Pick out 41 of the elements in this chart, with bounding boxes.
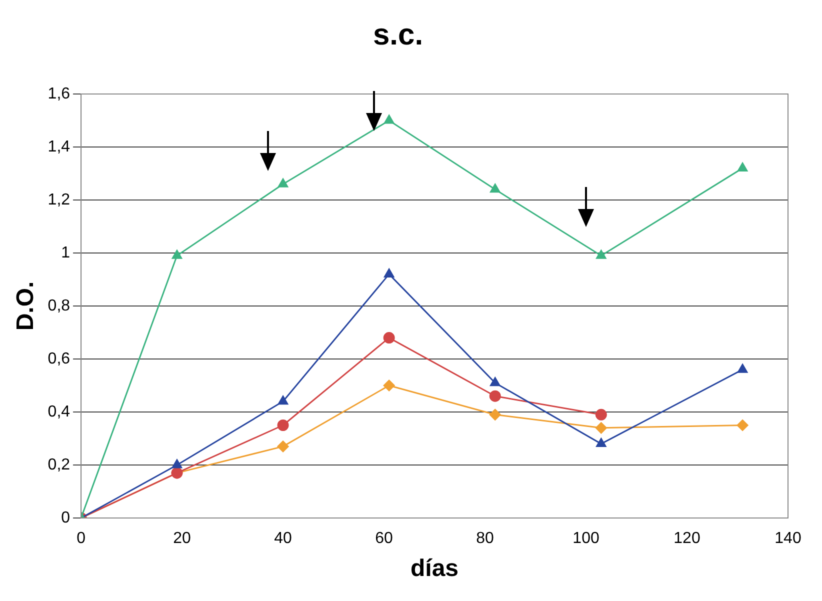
- x-tick-label: 60: [375, 530, 394, 548]
- point: [595, 422, 607, 434]
- point: [383, 332, 395, 344]
- point: [596, 250, 606, 259]
- x-tick-label: 40: [274, 530, 292, 548]
- point: [172, 459, 182, 468]
- x-axis-title: días: [410, 555, 459, 582]
- point: [384, 114, 394, 124]
- point: [278, 396, 288, 405]
- x-tick-label: 140: [774, 530, 802, 548]
- point: [383, 380, 395, 392]
- point: [490, 184, 500, 193]
- y-tick-label: 1,6: [48, 85, 70, 102]
- point: [277, 440, 289, 452]
- point: [736, 420, 748, 431]
- y-tick-label: 0,2: [48, 456, 70, 474]
- x-tick-label: 100: [572, 530, 600, 548]
- point: [490, 377, 500, 386]
- y-tick-label: 1,2: [48, 191, 70, 208]
- y-tick-label: 0,4: [48, 403, 70, 420]
- point: [278, 178, 288, 188]
- x-tick-label: 0: [76, 530, 86, 548]
- point: [489, 408, 501, 420]
- x-tick-label: 80: [476, 530, 494, 548]
- point: [384, 268, 394, 278]
- y-tick-label: 1,4: [48, 138, 70, 156]
- y-tick-label: 0: [61, 509, 70, 526]
- chart-title: s.c.: [372, 18, 424, 52]
- y-axis-title: D.O.: [12, 281, 40, 331]
- point: [277, 420, 289, 431]
- y-tick-label: 0,6: [48, 350, 70, 368]
- point: [596, 438, 606, 448]
- x-tick-label: 120: [674, 530, 700, 548]
- point: [489, 390, 501, 402]
- y-tick-label: 0,8: [48, 297, 70, 314]
- point: [595, 408, 607, 420]
- point: [737, 364, 748, 373]
- point: [737, 162, 748, 172]
- point: [172, 250, 182, 259]
- x-tick-label: 20: [173, 530, 192, 548]
- y-tick-label: 1: [61, 244, 70, 262]
